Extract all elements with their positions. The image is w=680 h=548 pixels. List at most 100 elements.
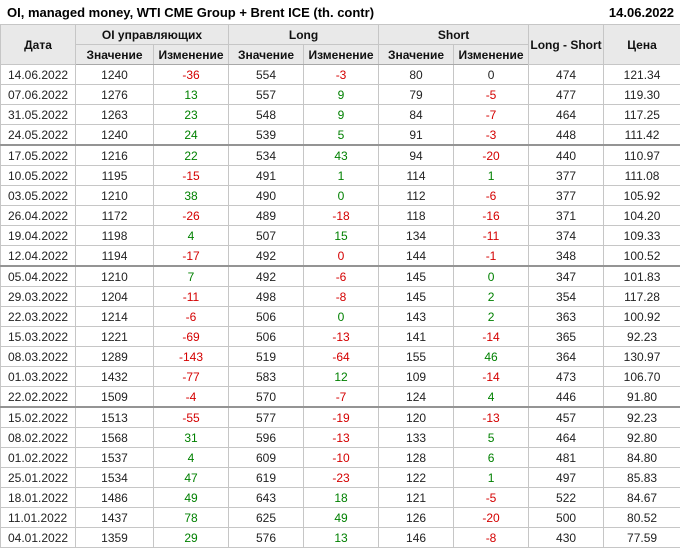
cell-long-short: 473 [528, 366, 605, 387]
cell-short-value: 143 [378, 306, 455, 327]
cell-long-short: 374 [528, 225, 605, 246]
cell-long-short: 497 [528, 467, 605, 488]
cell-date: 10.05.2022 [0, 165, 76, 186]
cell-oi-change: 29 [152, 527, 230, 548]
cell-short-value: 80 [378, 64, 455, 85]
cell-long-change: -10 [303, 447, 380, 468]
cell-oi-value: 1263 [75, 104, 154, 125]
cell-short-value: 109 [378, 366, 455, 387]
cell-long-value: 576 [228, 527, 305, 548]
cell-price: 84.80 [603, 447, 680, 468]
cell-long-change: 5 [303, 124, 380, 146]
cell-long-value: 577 [228, 406, 305, 428]
cell-long-short: 365 [528, 326, 605, 347]
cell-oi-value: 1198 [75, 225, 154, 246]
table-row: 14.06.2022 1240 -36 554 -3 80 0 474 121.34 [0, 64, 680, 85]
cell-short-change: -8 [453, 527, 530, 548]
cell-date: 04.01.2022 [0, 527, 76, 548]
cell-long-value: 583 [228, 366, 305, 387]
cell-long-short: 500 [528, 507, 605, 528]
cell-short-change: -1 [453, 245, 530, 267]
col-header-date: Дата [0, 24, 76, 65]
cell-oi-value: 1172 [75, 205, 154, 226]
cell-long-short: 464 [528, 427, 605, 448]
cell-long-change: -13 [303, 427, 380, 448]
cell-oi-change: -6 [152, 306, 230, 327]
cell-oi-value: 1210 [75, 265, 154, 287]
cell-short-value: 91 [378, 124, 455, 146]
cell-price: 85.83 [603, 467, 680, 488]
cell-short-change: -20 [453, 507, 530, 528]
cell-price: 110.97 [603, 144, 680, 166]
table-row: 05.04.2022 1210 7 492 -6 145 0 347 101.83 [0, 265, 680, 287]
cell-long-short: 440 [528, 144, 605, 166]
cell-oi-value: 1568 [75, 427, 154, 448]
cell-price: 130.97 [603, 346, 680, 367]
cell-date: 25.01.2022 [0, 467, 76, 488]
cell-oi-change: 78 [152, 507, 230, 528]
cell-date: 08.03.2022 [0, 346, 76, 367]
cell-long-value: 491 [228, 165, 305, 186]
cell-date: 08.02.2022 [0, 427, 76, 448]
cell-long-change: 0 [303, 306, 380, 327]
table-row: 19.04.2022 1198 4 507 15 134 -11 374 109.33 [0, 225, 680, 246]
table-header: Дата OI управляющих Long Short Long - Sh… [0, 24, 680, 65]
cell-price: 92.23 [603, 406, 680, 428]
table-row: 01.02.2022 1537 4 609 -10 128 6 481 84.80 [0, 447, 680, 468]
cell-oi-value: 1437 [75, 507, 154, 528]
table-row: 04.01.2022 1359 29 576 13 146 -8 430 77.59 [0, 527, 680, 548]
cell-oi-value: 1432 [75, 366, 154, 387]
cell-short-value: 126 [378, 507, 455, 528]
cell-oi-value: 1537 [75, 447, 154, 468]
cell-long-change: -7 [303, 386, 380, 408]
table-row: 22.02.2022 1509 -4 570 -7 124 4 446 91.80 [0, 386, 680, 408]
cell-oi-change: 47 [152, 467, 230, 488]
cell-long-value: 534 [228, 144, 305, 166]
cell-date: 22.03.2022 [0, 306, 76, 327]
table-row: 15.02.2022 1513 -55 577 -19 120 -13 457 92.23 [0, 406, 680, 428]
cell-short-value: 118 [378, 205, 455, 226]
cell-short-change: 1 [453, 467, 530, 488]
cell-price: 111.08 [603, 165, 680, 186]
cell-date: 15.02.2022 [0, 406, 76, 428]
cell-oi-value: 1289 [75, 346, 154, 367]
cell-oi-value: 1194 [75, 245, 154, 267]
cell-date: 12.04.2022 [0, 245, 76, 267]
cell-long-value: 539 [228, 124, 305, 146]
col-header-oi-value: Значение [75, 44, 154, 65]
cell-short-value: 114 [378, 165, 455, 186]
cell-long-short: 481 [528, 447, 605, 468]
cell-long-change: 9 [303, 104, 380, 125]
cell-date: 26.04.2022 [0, 205, 76, 226]
cell-long-value: 490 [228, 185, 305, 206]
cell-oi-value: 1216 [75, 144, 154, 166]
cell-short-change: -6 [453, 185, 530, 206]
cell-short-change: -14 [453, 326, 530, 347]
cell-short-change: -13 [453, 406, 530, 428]
cell-date: 01.03.2022 [0, 366, 76, 387]
col-header-oi-change: Изменение [152, 44, 230, 65]
cell-short-change: 46 [453, 346, 530, 367]
cell-short-value: 155 [378, 346, 455, 367]
cell-date: 18.01.2022 [0, 487, 76, 508]
cell-long-short: 371 [528, 205, 605, 226]
cell-date: 17.05.2022 [0, 144, 76, 166]
cell-oi-change: -55 [152, 406, 230, 428]
cell-long-short: 364 [528, 346, 605, 367]
cell-long-value: 548 [228, 104, 305, 125]
cell-long-change: 0 [303, 245, 380, 267]
cell-oi-value: 1486 [75, 487, 154, 508]
col-group-long: Long [228, 24, 380, 45]
cell-oi-value: 1214 [75, 306, 154, 327]
cell-date: 19.04.2022 [0, 225, 76, 246]
cell-price: 100.52 [603, 245, 680, 267]
table-row: 26.04.2022 1172 -26 489 -18 118 -16 371 104.20 [0, 205, 680, 226]
cell-long-short: 457 [528, 406, 605, 428]
cell-long-change: 18 [303, 487, 380, 508]
cell-long-change: -64 [303, 346, 380, 367]
cell-long-value: 619 [228, 467, 305, 488]
cell-short-change: -16 [453, 205, 530, 226]
cell-oi-change: -69 [152, 326, 230, 347]
cell-long-change: -8 [303, 286, 380, 307]
